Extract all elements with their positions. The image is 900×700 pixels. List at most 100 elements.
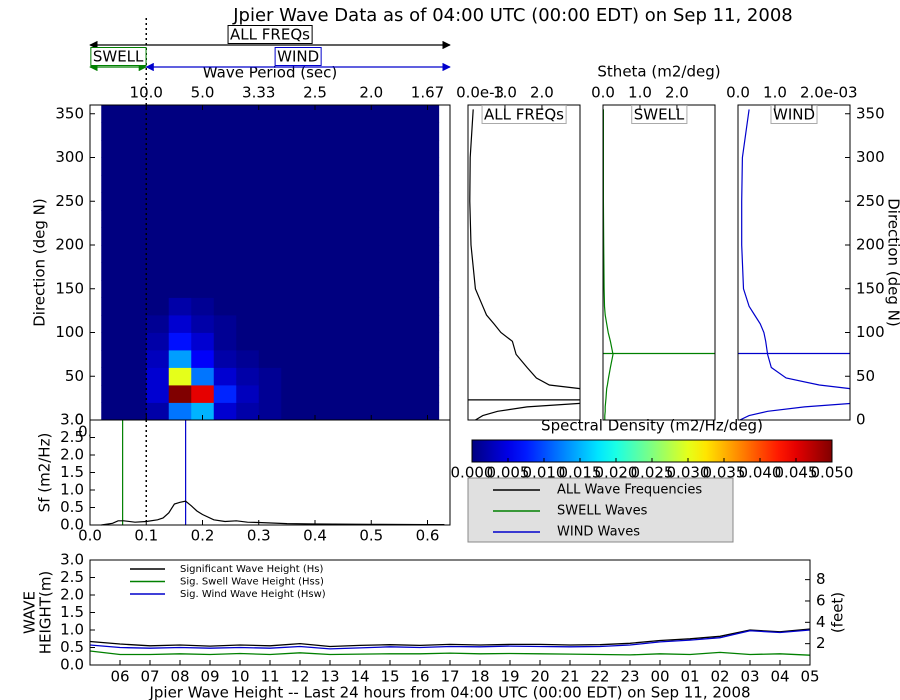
x-tick-label: 09 xyxy=(200,668,219,686)
heatmap-cell xyxy=(416,402,440,421)
heatmap-cell xyxy=(123,157,147,176)
heatmap-cell xyxy=(281,332,305,351)
heatmap-cell xyxy=(416,157,440,176)
heatmap-cell xyxy=(393,245,417,263)
heatmap-cell xyxy=(146,385,170,403)
x-tick-label: 0.2 xyxy=(191,527,215,545)
heatmap-cell xyxy=(258,262,282,281)
heatmap-cell xyxy=(416,210,440,228)
series-line xyxy=(89,628,811,648)
colorbar-tick-label: 0.020 xyxy=(595,464,638,482)
heatmap-cell xyxy=(101,332,125,351)
heatmap-cell xyxy=(303,350,327,368)
heatmap-cell xyxy=(101,315,125,333)
heatmap-cell xyxy=(326,315,350,333)
x-tick-label: 17 xyxy=(440,668,459,686)
heatmap-cell xyxy=(303,245,327,263)
heatmap-cell xyxy=(213,262,237,281)
heatmap-cell xyxy=(371,297,395,316)
heatmap-cell xyxy=(371,227,395,246)
heatmap-cell xyxy=(393,105,417,123)
x-tick-label: 1.0 xyxy=(493,84,517,102)
heatmap-cell xyxy=(303,210,327,228)
heatmap-cell xyxy=(168,402,192,421)
heatmap-cell xyxy=(191,140,215,158)
heatmap-cell xyxy=(168,122,192,141)
heatmap-cell xyxy=(123,280,147,298)
heatmap-cell xyxy=(258,227,282,246)
heatmap-cell xyxy=(393,297,417,316)
legend-label: WIND Waves xyxy=(557,525,640,540)
figure-title: Jpier Wave Data as of 04:00 UTC (00:00 E… xyxy=(232,5,793,26)
heatmap-cell xyxy=(101,227,125,246)
heatmap-cell xyxy=(213,315,237,333)
heatmap-cell xyxy=(236,227,260,246)
heatmap-cell xyxy=(303,192,327,211)
heatmap-cell xyxy=(281,262,305,281)
profile-plot xyxy=(738,109,850,420)
y-tick-label: 2.5 xyxy=(60,428,84,446)
heatmap-cell xyxy=(416,367,440,386)
heatmap-cell xyxy=(371,402,395,421)
heatmap-cell xyxy=(281,315,305,333)
y-tick-label: 100 xyxy=(55,323,84,341)
heatmap-cell xyxy=(101,210,125,228)
heatmap-cell xyxy=(191,297,215,316)
y-tick-label: 300 xyxy=(55,148,84,166)
heatmap-cell xyxy=(281,105,305,123)
heatmap-cell xyxy=(393,122,417,141)
heatmap-cell xyxy=(236,280,260,298)
x-tick-label: 21 xyxy=(560,668,579,686)
heatmap-cell xyxy=(258,245,282,263)
heatmap-cell xyxy=(123,122,147,141)
x-tick-label: 10 xyxy=(230,668,249,686)
heatmap-cell xyxy=(213,350,237,368)
x-tick-label: 2.0 xyxy=(530,84,554,102)
heatmap-cell xyxy=(303,297,327,316)
panel-label: WIND xyxy=(773,106,815,124)
heatmap-cell xyxy=(168,227,192,246)
legend-label: Sig. Swell Wave Height (Hss) xyxy=(180,577,324,588)
heatmap-cell xyxy=(191,157,215,176)
heatmap-cell xyxy=(416,192,440,211)
heatmap-cell xyxy=(393,350,417,368)
heatmap-cell xyxy=(168,210,192,228)
heatmap-cell xyxy=(371,350,395,368)
heatmap-cell xyxy=(123,140,147,158)
heatmap-cell xyxy=(393,227,417,246)
heatmap-cell xyxy=(146,315,170,333)
heatmap-cell xyxy=(236,350,260,368)
heatmap-cell xyxy=(371,122,395,141)
heatmap-cell xyxy=(213,332,237,351)
heatmap-cell xyxy=(416,385,440,403)
y-tick-label: 1.5 xyxy=(60,603,84,621)
heatmap-cell xyxy=(258,332,282,351)
y-tick-label: 3.0 xyxy=(60,551,84,569)
heatmap-cell xyxy=(416,262,440,281)
heatmap-cell xyxy=(258,140,282,158)
heatmap-cell xyxy=(101,245,125,263)
heatmap-cell xyxy=(101,367,125,386)
heatmap-cell xyxy=(236,157,260,176)
heatmap-cell xyxy=(191,210,215,228)
heatmap-cell xyxy=(281,192,305,211)
heatmap-cell xyxy=(213,175,237,193)
heatmap-cell xyxy=(146,367,170,386)
heatmap-cell xyxy=(393,192,417,211)
profile-line xyxy=(603,109,614,420)
heatmap-cell xyxy=(348,385,372,403)
x-tick-label: 01 xyxy=(680,668,699,686)
axes-background xyxy=(738,105,850,420)
heatmap-cell xyxy=(146,227,170,246)
heatmap-cell xyxy=(258,157,282,176)
heatmap-cell xyxy=(326,262,350,281)
x-tick-label: 14 xyxy=(350,668,369,686)
heatmap-cell xyxy=(371,210,395,228)
heatmap-cell xyxy=(168,350,192,368)
x-tick-label: 2.0 xyxy=(800,84,824,102)
heatmap-cell xyxy=(123,385,147,403)
heatmap-cell xyxy=(326,140,350,158)
heatmap-cell xyxy=(123,297,147,316)
y-tick-label: 100 xyxy=(856,323,885,341)
heatmap-cell xyxy=(123,332,147,351)
